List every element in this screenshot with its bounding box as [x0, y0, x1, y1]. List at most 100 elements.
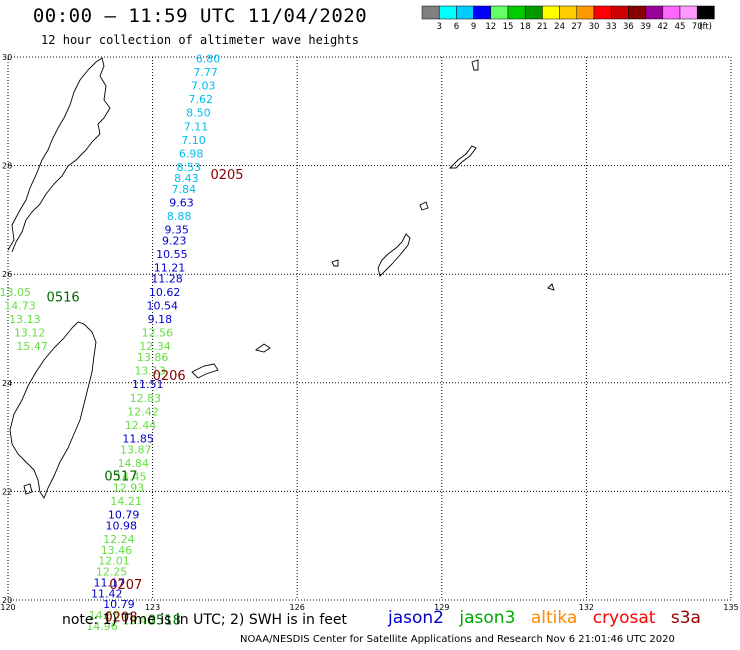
pass-time-label: 0518: [148, 613, 181, 628]
legend-swatch: [473, 5, 492, 20]
wave-height-label: 13.12: [14, 327, 46, 340]
taiwan-outline: [9, 321, 97, 499]
wave-height-label: 12.01: [98, 555, 130, 568]
legend-label: 30: [589, 22, 600, 32]
x-tick-label: 132: [579, 603, 594, 612]
legend-unit: (ft): [699, 22, 712, 32]
wave-height-label: 13.86: [137, 351, 169, 364]
wave-height-label: 7.11: [184, 120, 209, 133]
pass-time-label: 0208: [104, 611, 137, 626]
x-tick-label: 126: [290, 603, 305, 612]
legend-label: 9: [471, 22, 476, 32]
wave-height-label: 13.40: [122, 614, 154, 627]
wave-height-label: 11.28: [151, 272, 183, 285]
wave-height-label: 12.44: [125, 419, 157, 432]
legend-label: 39: [640, 22, 651, 32]
wave-height-label: 12.93: [113, 481, 145, 494]
map-grid: 120 123 126 129 132 135 20 22 24 26 28 30: [0, 53, 738, 612]
legend-label: 3: [436, 22, 441, 32]
legend-label: 18: [520, 22, 531, 32]
legend-swatch: [490, 5, 509, 20]
y-tick-label: 26: [2, 270, 12, 279]
legend-swatch: [421, 5, 440, 20]
wave-height-label: 14.21: [110, 495, 142, 508]
island-1: [419, 201, 429, 211]
amami-outline: [448, 145, 477, 169]
legend-label: 45: [675, 22, 686, 32]
legend-swatch: [524, 5, 543, 20]
wave-height-label: 9.35: [164, 223, 189, 236]
wave-height-label: 7.10: [181, 134, 206, 147]
satellite-cryosat: cryosat: [592, 608, 656, 628]
credit-line: NOAA/NESDIS Center for Satellite Applica…: [240, 634, 675, 645]
legend-label: 27: [571, 22, 582, 32]
wave-height-label: 13.05: [0, 286, 31, 299]
legend-label: 42: [657, 22, 668, 32]
coastlines: [7, 57, 555, 499]
island-4: [471, 59, 479, 71]
wave-height-label: 14.96: [86, 620, 118, 633]
wave-height-label: 13.87: [120, 443, 152, 456]
wave-height-label: 15.47: [16, 340, 48, 353]
wave-height-label: 6.98: [179, 147, 204, 160]
legend-label: 21: [537, 22, 548, 32]
x-tick-label: 129: [434, 603, 449, 612]
legend-swatch: [679, 5, 698, 20]
wave-height-label: 7.62: [189, 93, 214, 106]
wave-height-label: 11.42: [91, 587, 123, 600]
legend-swatch: [662, 5, 681, 20]
wave-height-label: 10.98: [106, 519, 138, 532]
x-tick-label: 123: [145, 603, 160, 612]
y-tick-label: 28: [2, 162, 12, 171]
wave-height-label: 10.79: [103, 598, 135, 611]
miyako-outline: [254, 343, 271, 353]
legend-swatch: [610, 5, 629, 20]
wave-height-label: 14.84: [118, 457, 150, 470]
legend-label: 36: [623, 22, 634, 32]
wave-height-label: 10.55: [156, 248, 188, 261]
wave-height-values: 6.807.777.037.628.507.117.106.988.538.43…: [0, 52, 220, 632]
wave-height-label: 8.53: [177, 161, 202, 174]
x-tick-label: 120: [0, 603, 15, 612]
wave-height-label: 12.56: [142, 327, 174, 340]
wave-height-label: 11.85: [122, 433, 154, 446]
legend-label: 70: [692, 22, 703, 32]
y-tick-label: 24: [2, 379, 12, 388]
satellite-jason2: jason2: [388, 608, 444, 628]
wave-height-label: 9.18: [148, 313, 173, 326]
wave-height-label: 8.50: [186, 107, 211, 120]
okinawa-outline: [377, 233, 411, 277]
wave-height-label: 12.34: [139, 340, 171, 353]
legend-label: 12: [485, 22, 496, 32]
wave-height-label: 8.88: [167, 210, 192, 223]
legend-label: 6: [454, 22, 459, 32]
legend-swatch: [438, 5, 457, 20]
wave-height-label: 7.03: [191, 80, 216, 93]
wave-height-label: 11.17: [93, 576, 125, 589]
legend-swatch: [645, 5, 664, 20]
wave-height-label: 12.24: [103, 533, 135, 546]
legend-swatch: [576, 5, 595, 20]
pass-time-label: 0516: [47, 290, 80, 305]
china-coastline: [7, 57, 111, 253]
legend-label: 24: [554, 22, 565, 32]
pass-time-label: 0205: [210, 168, 243, 183]
wave-height-label: 10.54: [146, 299, 178, 312]
wave-height-label: 14.45: [115, 471, 147, 484]
wave-height-label: 11.51: [132, 378, 164, 391]
satellite-altika: altika: [530, 608, 578, 628]
wave-height-label: 13.13: [134, 365, 166, 378]
pass-time-label: 0206: [153, 369, 186, 384]
legend-swatch: [507, 5, 526, 20]
wave-height-label: 6.80: [196, 52, 221, 65]
legend-swatch: [593, 5, 612, 20]
wave-height-label: 13.46: [101, 544, 133, 557]
wave-height-label: 8.43: [174, 172, 199, 185]
island-2: [331, 259, 339, 267]
legend-swatch: [456, 5, 474, 20]
y-tick-label: 20: [2, 596, 12, 605]
y-tick-label: 22: [2, 487, 12, 496]
legend-label: 15: [503, 22, 514, 32]
legend-swatch: [559, 5, 578, 20]
